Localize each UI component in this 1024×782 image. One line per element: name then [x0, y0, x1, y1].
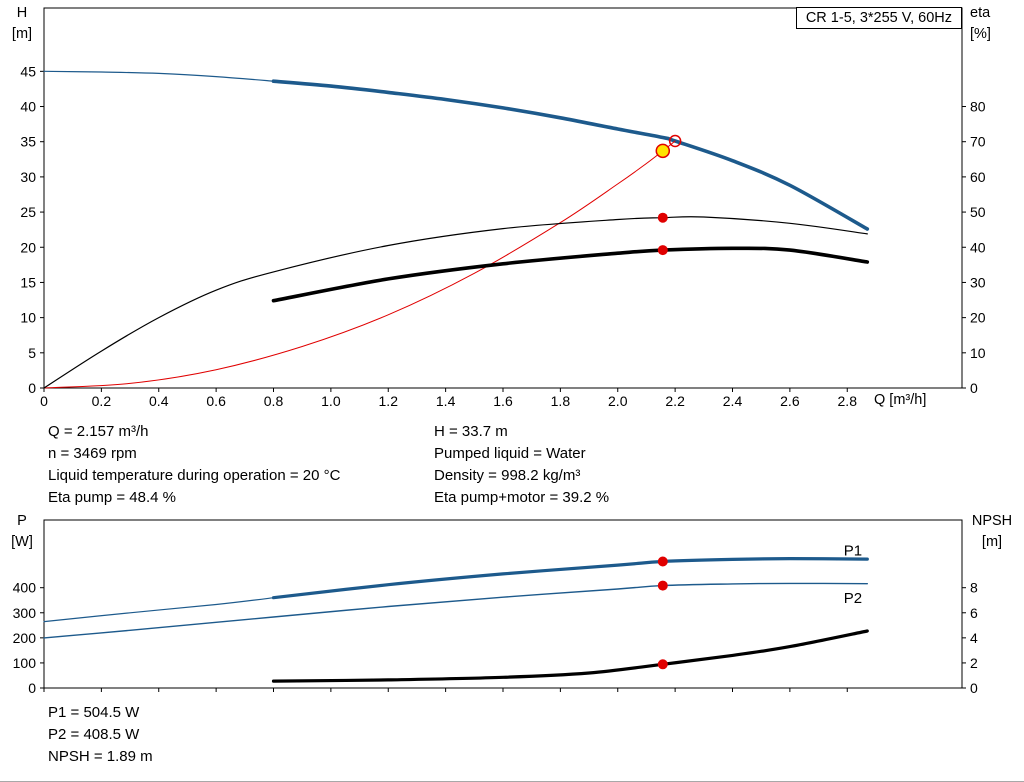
- y-left-tick-label: 10: [20, 310, 36, 326]
- eta-pump-point: [657, 212, 668, 223]
- npsh-point: [657, 659, 668, 670]
- curve-label-p1: P1: [844, 543, 862, 560]
- y-right-tick-label: 20: [970, 310, 986, 326]
- eta-pump-motor-curve: [271, 246, 870, 303]
- y-right-tick-label: 30: [970, 274, 986, 290]
- y-right-tick-label: 2: [970, 655, 978, 671]
- y-right-tick-label: 60: [970, 169, 986, 185]
- curve-label-p2: P2: [844, 590, 862, 607]
- eta-pump-motor-point: [657, 245, 668, 256]
- x-tick-label: 1.2: [379, 393, 399, 409]
- intersection-point: [668, 134, 682, 148]
- npsh-curve: [271, 629, 869, 683]
- y-right-tick-label: 6: [970, 605, 978, 621]
- x-tick-label: 2.2: [665, 393, 685, 409]
- info-eta-pump-motor: Eta pump+motor = 39.2 %: [434, 489, 610, 506]
- y-right-axis-title-bottom: NPSH [m]: [962, 511, 1022, 553]
- x-tick-label: 0.4: [149, 393, 169, 409]
- y-left-tick-label: 200: [13, 630, 37, 646]
- x-axis-title: Q [m³/h]: [874, 392, 927, 408]
- p2-point: [657, 580, 668, 591]
- head-curve-low-flow: [43, 70, 275, 82]
- y-left-tick-label: 100: [13, 655, 37, 671]
- p1-curve-low-flow: [43, 597, 275, 623]
- y-right-tick-label: 0: [970, 680, 978, 696]
- y-left-tick-label: 0: [28, 680, 36, 696]
- x-tick-label: 0.2: [92, 393, 112, 409]
- duty-point: [655, 143, 671, 159]
- y-right-tick-label: 8: [970, 580, 978, 596]
- info-density: Density = 998.2 kg/m³: [434, 467, 581, 484]
- y-right-tick-label: 80: [970, 99, 986, 115]
- info-pumped-liquid: Pumped liquid = Water: [434, 445, 586, 462]
- y-left-tick-label: 30: [20, 169, 36, 185]
- x-tick-label: 1.8: [551, 393, 571, 409]
- info-p2: P2 = 408.5 W: [48, 726, 140, 743]
- pump-title-box: CR 1-5, 3*255 V, 60Hz: [795, 7, 962, 29]
- info-liquid-temperature: Liquid temperature during operation = 20…: [48, 467, 341, 484]
- info-npsh: NPSH = 1.89 m: [48, 748, 153, 765]
- info-speed: n = 3469 rpm: [48, 445, 137, 462]
- x-tick-label: 1.4: [436, 393, 456, 409]
- y-left-tick-label: 15: [20, 274, 36, 290]
- x-tick-label: 2.4: [723, 393, 743, 409]
- y-left-axis-title-top: H [m]: [2, 3, 42, 45]
- y-right-axis-title-top: eta [%]: [966, 3, 1020, 45]
- y-left-tick-label: 40: [20, 99, 36, 115]
- info-head: H = 33.7 m: [434, 423, 508, 440]
- duty-info-left-column: Q = 2.157 m³/h n = 3469 rpm Liquid tempe…: [48, 421, 340, 509]
- info-eta-pump: Eta pump = 48.4 %: [48, 489, 176, 506]
- y-left-tick-label: 400: [13, 580, 37, 596]
- head-curve: [271, 79, 870, 231]
- y-left-tick-label: 300: [13, 605, 37, 621]
- plot-frame: [43, 519, 963, 689]
- x-tick-label: 0: [40, 393, 48, 409]
- p2-curve: [43, 582, 868, 639]
- eta-pump-curve: [43, 216, 868, 389]
- info-p1: P1 = 504.5 W: [48, 704, 140, 721]
- x-tick-label: 1.6: [493, 393, 513, 409]
- head-efficiency-chart: 0 0.2 0.4 0.6 0.8 1.0 1.2 1.4 1.6 1.8 2.0 2.2 2.4 2.6…: [20, 7, 986, 409]
- y-left-tick-label: 20: [20, 239, 36, 255]
- h-axis-letter: H: [16, 5, 28, 21]
- y-left-tick-label: 35: [20, 134, 36, 150]
- x-tick-label: 0.8: [264, 393, 284, 409]
- p-axis-unit: [W]: [11, 534, 33, 550]
- power-info-column: P1 = 504.5 W P2 = 408.5 W NPSH = 1.89 m: [48, 702, 153, 768]
- x-tick-label: 0.6: [206, 393, 226, 409]
- duty-info-right-column: H = 33.7 m Pumped liquid = Water Density…: [434, 421, 609, 509]
- eta-axis-letter: eta: [970, 5, 991, 21]
- y-left-tick-label: 45: [20, 63, 36, 79]
- npsh-axis-unit: [m]: [981, 534, 1003, 550]
- x-tick-label: 2.8: [838, 393, 858, 409]
- p1-point: [657, 556, 668, 567]
- y-right-tick-label: 70: [970, 134, 986, 150]
- system-curve: [43, 140, 676, 389]
- y-left-tick-label: 0: [28, 380, 36, 396]
- p1-curve: [271, 557, 869, 600]
- y-right-tick-label: 4: [970, 630, 978, 646]
- y-right-tick-label: 10: [970, 345, 986, 361]
- y-left-axis-title-bottom: P [W]: [2, 511, 42, 553]
- y-right-tick-label: 40: [970, 239, 986, 255]
- y-left-tick-label: 5: [28, 345, 36, 361]
- eta-axis-unit: [%]: [970, 26, 991, 42]
- info-flow: Q = 2.157 m³/h: [48, 423, 149, 440]
- y-right-tick-label: 0: [970, 380, 978, 396]
- x-tick-label: 1.0: [321, 393, 341, 409]
- x-tick-label: 2.6: [780, 393, 800, 409]
- y-right-tick-label: 50: [970, 204, 986, 220]
- y-left-tick-label: 25: [20, 204, 36, 220]
- p-axis-letter: P: [17, 513, 27, 529]
- power-npsh-chart: 0 100 200 300 400 0 2 4 6 8 P1 P2: [13, 519, 978, 696]
- x-tick-label: 2.0: [608, 393, 628, 409]
- plot-frame: [43, 7, 963, 389]
- npsh-axis-letter: NPSH: [971, 513, 1013, 529]
- h-axis-unit: [m]: [11, 26, 33, 42]
